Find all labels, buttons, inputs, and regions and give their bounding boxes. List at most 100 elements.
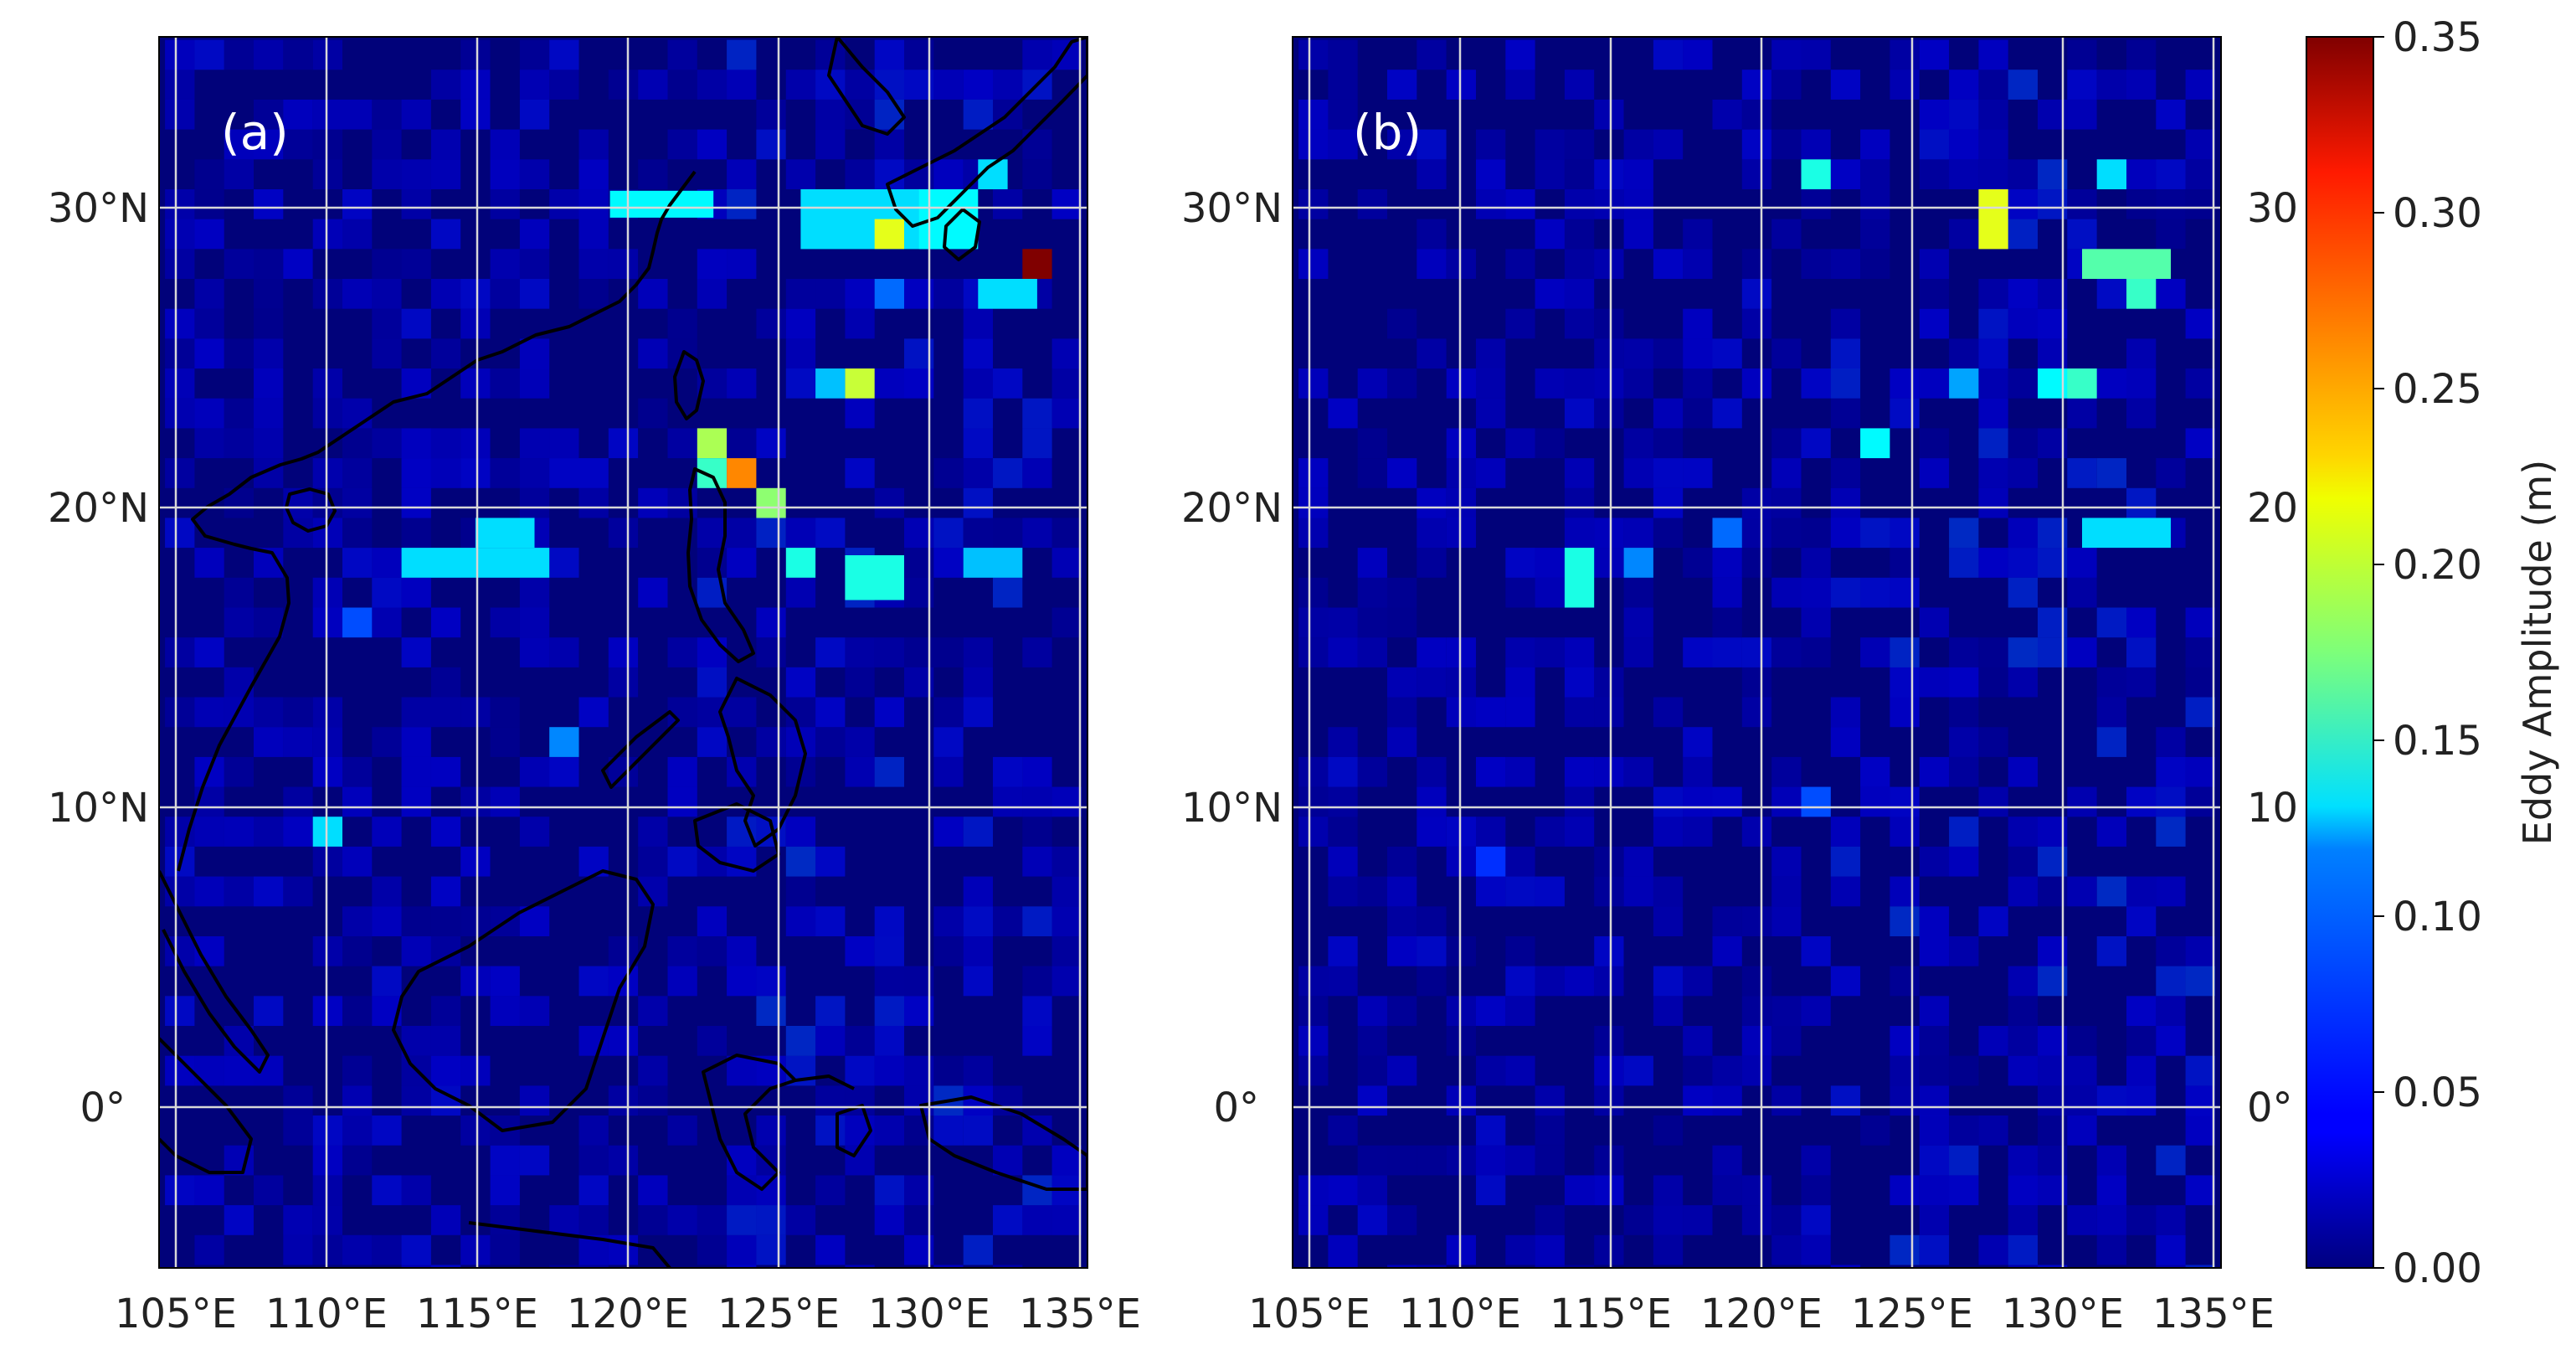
noise-cell [519,428,550,459]
hotspot-cell [1712,518,1742,549]
noise-cell [2185,756,2215,787]
noise-cell [963,876,993,907]
x-tick-label: 115°E [416,1291,538,1337]
noise-cell [815,1116,846,1146]
noise-cell [993,189,1023,219]
noise-cell [2185,667,2215,698]
hotspot-cell [1801,159,1831,189]
noise-cell [1417,39,1447,70]
noise-cell [460,70,491,100]
noise-cell [401,99,431,130]
noise-cell [1949,637,1979,667]
noise-cell [372,577,402,608]
noise-cell [2126,1205,2157,1235]
noise-cell [727,428,757,459]
noise-cell [519,338,550,369]
noise-cell [697,906,728,936]
noise-cell [1022,756,1052,787]
noise-cell [1417,966,1447,997]
colorbar-gradient [2306,36,2374,1269]
noise-cell [1446,697,1476,728]
noise-cell [608,1145,639,1176]
noise-cell [1771,487,1802,518]
noise-cell [1860,637,1890,667]
noise-cell [1712,607,1742,638]
noise-cell [1357,876,1387,907]
noise-cell [2008,428,2038,459]
noise-cell [1387,368,1417,399]
noise-cell [519,487,550,518]
noise-cell [1298,786,1329,817]
noise-cell [2096,727,2126,757]
noise-cell [1535,1205,1565,1235]
noise-cell [312,219,342,250]
noise-cell [785,876,816,907]
noise-cell [2126,667,2157,698]
noise-cell [1535,1116,1565,1146]
noise-cell [1801,1175,1831,1206]
noise-cell [2126,70,2157,100]
noise-cell [254,99,284,130]
noise-cell [312,458,342,488]
noise-cell [1594,966,1624,997]
noise-cell [1535,548,1565,578]
panel-b-noise-cells [1298,39,2215,1268]
noise-cell [815,996,846,1026]
noise-cell [1594,756,1624,787]
noise-cell [2126,39,2157,70]
noise-cell [815,99,846,130]
noise-cell [578,129,609,160]
noise-cell [519,39,550,70]
noise-cell [283,786,313,817]
colorbar-left-tick-label: 0° [2247,1085,2293,1131]
noise-cell [1022,39,1052,70]
noise-cell [1683,249,1713,279]
noise-cell [165,189,195,219]
noise-cell [1505,428,1535,459]
noise-cell [342,1116,373,1146]
noise-cell [312,1175,342,1206]
noise-cell [1801,1205,1831,1235]
noise-cell [1830,487,1861,518]
noise-cell [372,338,402,369]
noise-cell [460,846,491,877]
noise-cell [1949,667,1979,698]
noise-cell [2008,368,2038,399]
noise-cell [1801,936,1831,966]
noise-cell [1653,39,1684,70]
noise-cell [2156,458,2186,488]
noise-cell [1446,70,1476,100]
noise-cell [2067,1085,2097,1116]
noise-cell [1949,846,1979,877]
noise-cell [1357,756,1387,787]
noise-cell [1919,936,1950,966]
noise-cell [2126,996,2157,1026]
noise-cell [2185,1116,2215,1146]
noise-cell [1051,1205,1082,1235]
noise-cell [1623,637,1653,667]
noise-cell [1830,398,1861,429]
taiwan-coastline [673,350,705,420]
noise-cell [815,846,846,877]
noise-cell [1387,1205,1417,1235]
noise-cell [165,308,195,339]
noise-cell [1653,996,1684,1026]
noise-cell [1771,577,1802,608]
noise-cell [1328,637,1358,667]
noise-cell [490,697,520,728]
noise-cell [194,548,224,578]
noise-cell [401,1175,431,1206]
noise-cell [1476,368,1506,399]
noise-cell [254,1175,284,1206]
noise-cell [1830,727,1861,757]
noise-cell [697,936,728,966]
noise-cell [1594,548,1624,578]
noise-cell [1387,936,1417,966]
noise-cell [963,368,993,399]
noise-cell [312,39,342,70]
noise-cell [372,607,402,638]
noise-cell [697,279,728,309]
noise-cell [1022,1205,1052,1235]
noise-cell [1387,667,1417,698]
noise-cell [1741,906,1772,936]
